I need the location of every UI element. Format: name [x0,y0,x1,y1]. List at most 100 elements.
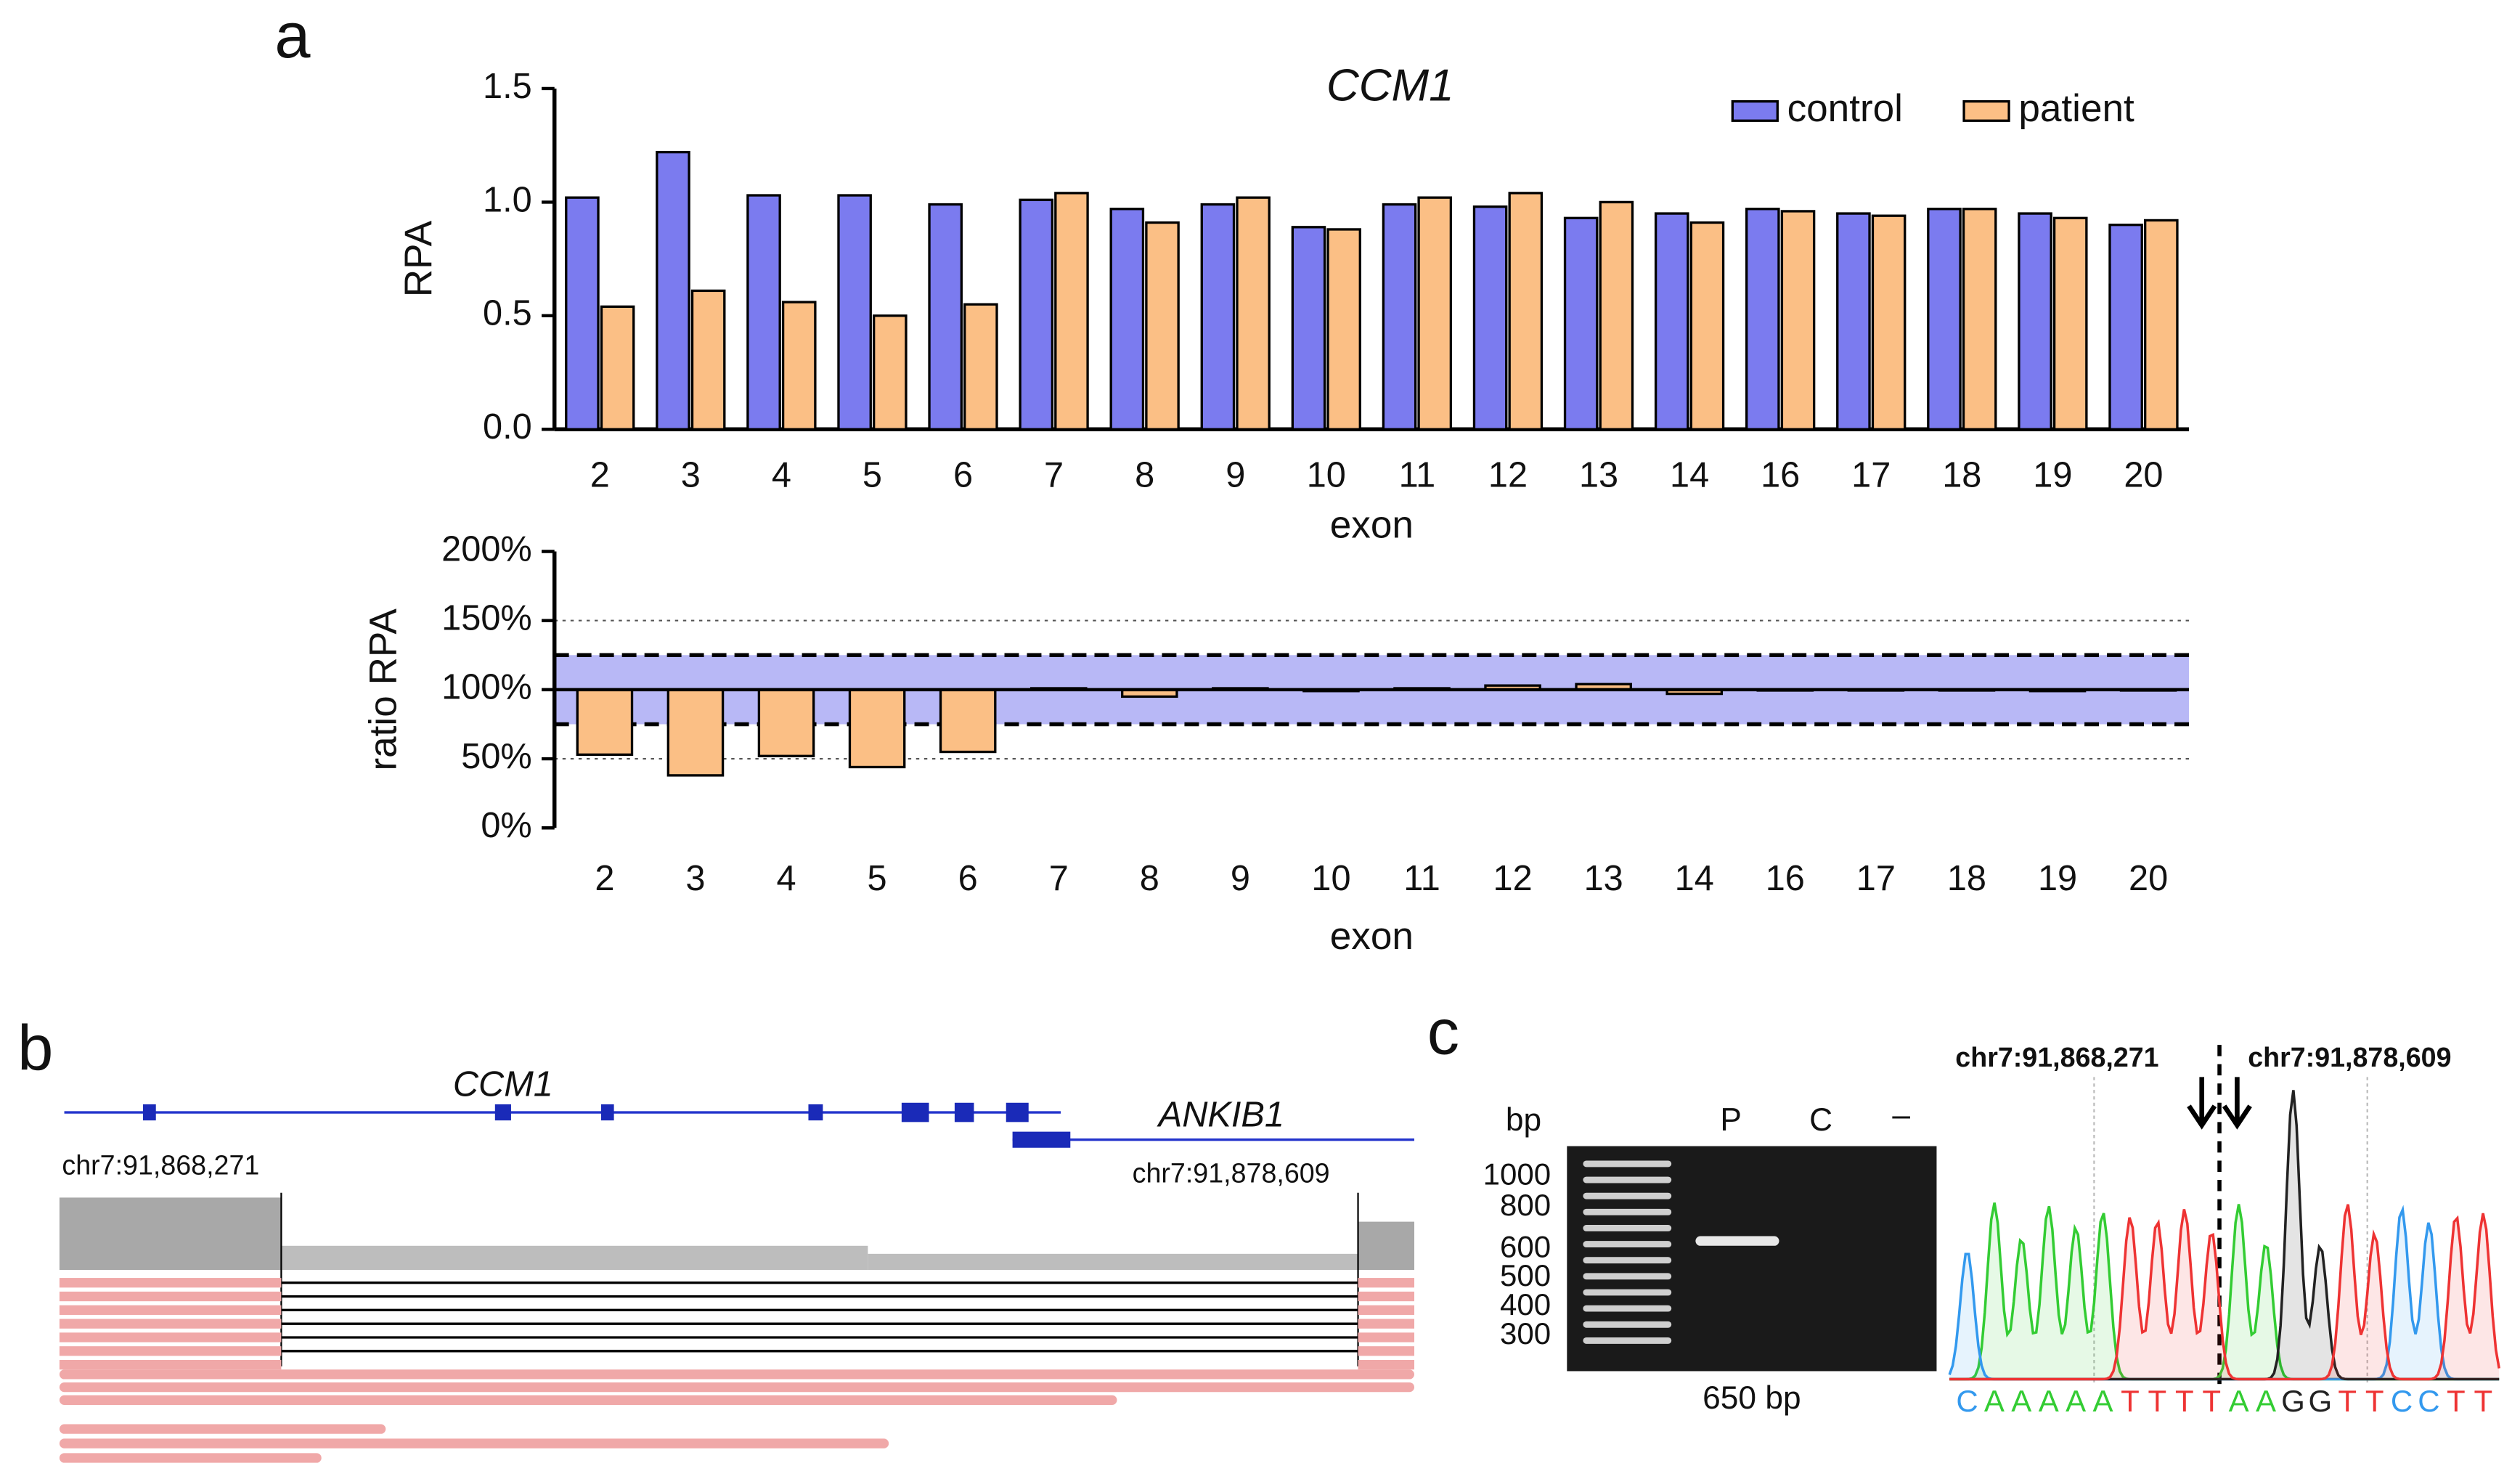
x-tick-label: 4 [772,456,791,495]
bar [1599,200,1634,431]
ladder-label: 400 [1500,1287,1551,1321]
lane-label: P [1720,1102,1742,1138]
bar [2052,216,2088,431]
gene-label: CCM1 [453,1065,553,1104]
ladder-band [1583,1321,1672,1328]
x-tick-label: 7 [1049,859,1069,898]
ladder-band [1583,1241,1672,1248]
base-call: T [2474,1384,2492,1418]
x-tick-label: 6 [953,456,973,495]
base-call: A [1984,1384,2005,1418]
y-tick-label: 0.0 [483,407,532,447]
ladder-band [1583,1160,1672,1168]
x-tick-label: 5 [868,859,887,898]
x-tick-label: 5 [863,456,882,495]
bar [837,194,872,431]
bar [1836,212,1871,431]
x-tick-label: 8 [1140,859,1159,898]
breakpoint-label: chr7:91,868,271 [62,1149,259,1180]
read [1358,1359,1415,1370]
arrow [2222,1077,2252,1130]
legend-label: patient [2018,87,2134,130]
coverage [1358,1221,1415,1271]
igv-view: CCM1 ANKIB1 chr7:91,868,271 chr7:91,878,… [59,1065,1415,1463]
base-call: C [2391,1384,2413,1418]
lane-label: – [1892,1097,1910,1133]
bar [873,314,908,431]
ladder-label: 600 [1500,1229,1551,1263]
x-tick-label: 7 [1044,456,1064,495]
trace-fill [1949,1204,2500,1380]
y-axis-label: ratio RPA [362,608,404,771]
base-call: T [2447,1384,2466,1418]
gel: bp P C – 650 bp [1506,1097,1937,1416]
x-tick-label: 10 [1311,859,1350,898]
bar [1382,203,1417,431]
x-tick-label: 3 [685,859,705,898]
bar [656,150,690,431]
bar [1962,208,1997,431]
x-tick-label: 9 [1226,456,1245,495]
read [1358,1278,1415,1288]
bar [963,303,998,431]
bar [1291,226,1326,431]
read [59,1453,322,1463]
y-tick-label: 0.5 [483,294,532,333]
read [59,1359,282,1370]
ladder-band [1583,1192,1672,1199]
base-call: T [2175,1384,2194,1418]
x-tick-label: 19 [2038,859,2077,898]
read [59,1278,282,1288]
y-tick-label: 1.5 [483,67,532,106]
x-tick-label: 18 [1942,456,1981,495]
bar [1472,205,1508,431]
bar [1689,221,1725,431]
read [59,1346,282,1356]
y-tick-label: 1.0 [483,180,532,219]
bar [781,301,817,431]
ladder-label: 300 [1500,1316,1551,1350]
y-tick-label: 150% [441,599,532,638]
coverage [868,1253,1358,1271]
read [1358,1305,1415,1315]
base-call: A [2229,1384,2249,1418]
base-call: A [2066,1384,2086,1418]
bar [939,688,997,754]
base-call: A [2093,1384,2113,1418]
trace-fill [1949,1202,2500,1380]
bar [576,688,634,757]
read [1358,1346,1415,1356]
ladder-band [1583,1208,1672,1215]
read [59,1395,1117,1405]
base-call: T [2148,1384,2167,1418]
read [59,1369,1415,1380]
ladder-band [1583,1225,1672,1231]
read [59,1319,282,1329]
x-tick-label: 14 [1670,456,1709,495]
bar [757,688,815,757]
x-tick-label: 14 [1675,859,1714,898]
base-call: G [2308,1384,2332,1418]
bar [1145,221,1180,431]
ladder-band [1583,1257,1672,1264]
base-call: G [2281,1384,2305,1418]
bar [1326,228,1361,431]
bar [2018,212,2052,431]
legend-swatch [1731,100,1779,122]
x-tick-label: 20 [2124,456,2163,495]
bar [565,196,600,431]
y-tick-label: 50% [461,737,531,776]
gene-label: ANKIB1 [1157,1096,1284,1135]
read [59,1291,282,1302]
x-tick-label: 2 [590,456,610,495]
x-tick-label: 20 [2129,859,2168,898]
arrow [2187,1077,2217,1130]
bar [1871,214,1907,431]
coverage [59,1197,282,1271]
legend-swatch [1962,100,2010,122]
x-tick-label: 19 [2033,456,2072,495]
x-tick-label: 13 [1584,859,1623,898]
